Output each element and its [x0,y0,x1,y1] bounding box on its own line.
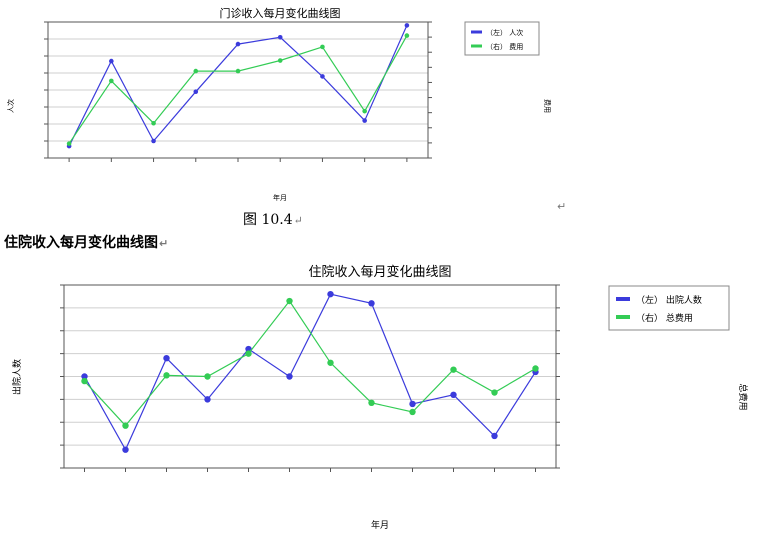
data-point-right [151,120,156,126]
series-line-left [83,293,537,452]
data-point-right [193,68,199,74]
inpatient-chart: 住院收入每月变化曲线图 年月 出院人数 总费用 （左） 出院人数 （右） 总费用 [11,264,749,531]
data-point-left [81,373,88,380]
legend-label-right: （右） 费用 [486,42,523,51]
data-point-right [491,389,498,396]
data-point-left [122,446,129,453]
data-point-left [450,391,457,398]
data-point-right [277,58,283,63]
x-axis-label: 年月 [273,193,287,202]
data-point-right [368,399,375,407]
data-point-right [327,359,334,366]
legend-label-right: （右） 总费用 [636,312,693,324]
data-point-left [204,396,211,403]
y-axis-label: 人次 [6,99,15,113]
series-line-right [84,299,536,427]
figure-caption: 图 10.4↵ [243,209,303,229]
paragraph-mark: ↵ [293,214,303,227]
data-point-left [109,58,114,64]
data-point-left [320,74,325,79]
data-point-left [404,23,410,28]
legend: （左） 出院人数 （右） 总费用 [608,285,730,331]
figure-caption-text: 图 10.4 [243,212,293,228]
data-point-right [204,373,211,380]
data-point-right [245,350,252,357]
data-point-right [109,78,114,84]
data-point-right [532,365,539,372]
x-axis-label: 年月 [371,519,389,531]
data-point-right [66,141,72,146]
data-point-left [368,300,375,307]
data-point-left [409,400,416,408]
data-point-right [362,108,367,114]
legend-label-left: （左） 人次 [486,28,523,37]
data-point-left [362,118,367,123]
data-point-right [81,377,88,385]
data-point-right [163,372,170,379]
chart-title: 门诊收入每月变化曲线图 [220,6,341,20]
legend-label-left: （左） 出院人数 [636,294,702,306]
data-point-left [151,138,156,144]
data-point-left [327,290,334,298]
data-point-left [277,35,283,40]
data-point-right [404,33,410,38]
data-point-right [450,366,457,373]
section-heading: 住院收入每月变化曲线图↵ [4,232,168,252]
chart-title: 住院收入每月变化曲线图 [308,264,451,280]
data-point-right [320,44,325,50]
data-point-left [193,89,199,94]
data-point-left [286,373,293,380]
outpatient-chart: 门诊收入每月变化曲线图 年月 人次 费用 （左） 人次 （右） 费用 [6,6,552,202]
paragraph-mark: ↵ [557,200,567,213]
legend: （左） 人次 （右） 费用 [464,21,540,56]
data-point-left [163,355,170,362]
section-heading-text: 住院收入每月变化曲线图 [4,235,158,251]
data-point-right [122,422,129,429]
data-point-left [491,432,498,440]
y-axis-label: 出院人数 [11,359,23,395]
data-point-left [235,41,241,47]
data-point-right [235,68,241,74]
paragraph-mark: ↵ [159,237,169,250]
data-point-right [409,408,416,416]
y2-axis-label: 费用 [543,99,552,113]
data-point-right [286,297,293,305]
y2-axis-label: 总费用 [737,383,749,410]
